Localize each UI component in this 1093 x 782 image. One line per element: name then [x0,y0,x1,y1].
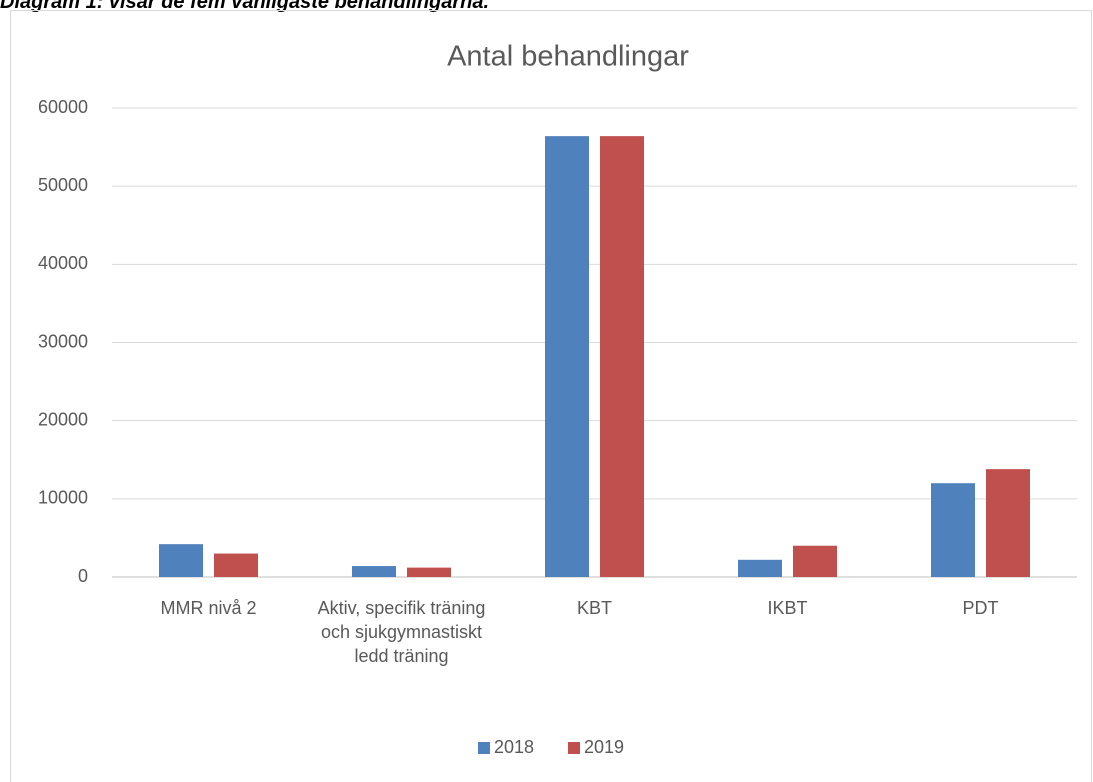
y-tick-label: 30000 [38,331,88,351]
y-tick-label: 50000 [38,175,88,195]
chart-title: Antal behandlingar [447,41,689,73]
y-tick-label: 20000 [38,409,88,429]
y-tick-label: 10000 [38,488,88,508]
x-tick-label: KBT [576,598,612,618]
x-tick-label: IKBT [767,598,808,618]
y-tick-label: 60000 [38,97,88,117]
x-tick-label: PDT [962,598,999,618]
caption: Diagram 1: visar de fem vanligaste behan… [0,0,490,13]
bar [407,567,451,577]
legend-label: 2019 [584,737,624,757]
bar [931,483,975,577]
x-tick-label: Aktiv, specifik träning och sjukgymnasti… [317,598,486,666]
bar [793,545,837,577]
legend-swatch [568,742,580,754]
bar [214,553,258,577]
x-tick-label: MMR nivå 2 [160,598,257,618]
bar [986,469,1030,577]
y-tick-label: 0 [78,566,88,586]
legend-swatch [478,742,490,754]
bar [352,566,396,577]
chart-frame [10,10,1092,782]
bar [738,559,782,577]
bar [159,544,203,577]
y-tick-label: 40000 [38,253,88,273]
bar [545,136,589,577]
bar [600,136,644,577]
legend-label: 2018 [494,737,534,757]
